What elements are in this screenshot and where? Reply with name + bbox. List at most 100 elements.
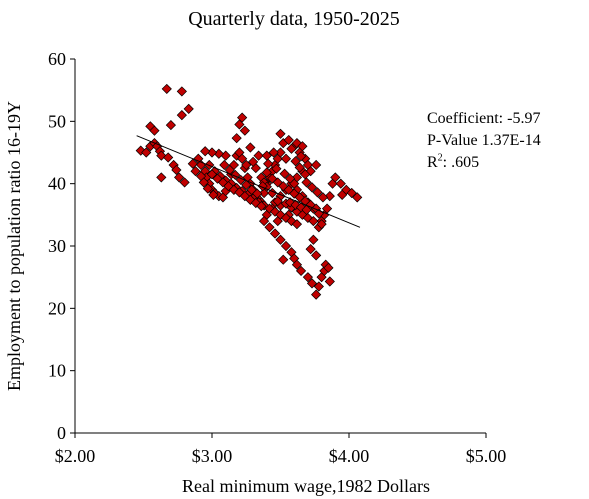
data-point: [295, 202, 307, 213]
data-point: [245, 142, 256, 153]
data-point: [165, 119, 176, 131]
data-point: [308, 234, 319, 245]
data-point: [284, 173, 296, 184]
data-point: [330, 172, 341, 183]
data-point: [291, 259, 303, 270]
data-point: [297, 141, 308, 152]
r-squared-text: R2: .605: [427, 152, 541, 174]
data-point: [280, 153, 292, 164]
data-point: [305, 244, 316, 255]
data-point: [248, 156, 259, 167]
data-point: [316, 219, 327, 230]
data-point: [352, 192, 363, 203]
data-point: [305, 166, 316, 177]
data-point: [272, 196, 283, 207]
data-point: [279, 168, 290, 179]
data-point: [306, 182, 318, 193]
data-point: [313, 281, 324, 292]
y-axis-ticks: 0 10 20 30 40 50 60: [48, 49, 75, 443]
trend-line: [136, 135, 361, 228]
r-squared-value: : .605: [442, 154, 480, 171]
data-point: [317, 192, 329, 203]
data-point: [198, 177, 209, 188]
data-point: [269, 228, 281, 239]
data-point: [202, 183, 213, 194]
data-point: [291, 219, 303, 230]
data-point: [183, 103, 194, 114]
data-point: [301, 204, 312, 215]
data-point: [306, 278, 318, 289]
data-point: [231, 133, 242, 144]
data-point: [290, 156, 301, 167]
data-point: [286, 143, 297, 154]
data-point: [171, 164, 182, 176]
y-tick-label: 10: [48, 361, 66, 381]
data-point: [278, 254, 289, 265]
data-point: [141, 147, 152, 158]
data-point: [280, 240, 292, 252]
data-point: [302, 272, 313, 283]
data-point: [263, 158, 274, 169]
r-squared-label: R: [427, 154, 438, 171]
data-point: [163, 152, 174, 163]
data-point: [258, 215, 270, 227]
x-axis-label: Real minimum wage,1982 Dollars: [182, 476, 430, 496]
data-point: [179, 177, 190, 188]
data-point: [275, 234, 286, 245]
data-point: [252, 188, 263, 199]
data-point: [250, 197, 261, 209]
x-tick-label: $3.00: [192, 446, 233, 466]
data-point: [206, 169, 218, 180]
y-tick-label: 60: [48, 49, 66, 69]
y-tick-label: 0: [57, 423, 66, 443]
data-point: [284, 197, 296, 208]
data-point: [275, 147, 286, 158]
data-point: [264, 203, 275, 214]
data-point: [323, 262, 334, 273]
data-point: [241, 159, 252, 171]
data-point: [208, 189, 219, 200]
data-point: [271, 163, 282, 174]
data-point: [161, 83, 172, 95]
data-point: [283, 134, 294, 146]
data-point: [324, 191, 335, 202]
y-tick-label: 50: [48, 111, 66, 131]
data-point: [286, 215, 297, 227]
chart-title: Quarterly data, 1950-2025: [188, 8, 400, 30]
data-point: [295, 265, 307, 277]
data-point: [300, 196, 311, 207]
data-point: [311, 159, 322, 171]
data-point: [312, 187, 323, 198]
data-point: [200, 146, 211, 157]
data-point: [190, 166, 201, 177]
x-tick-label: $4.00: [329, 446, 370, 466]
data-point: [268, 147, 279, 158]
data-point: [278, 181, 289, 192]
data-point: [311, 250, 322, 261]
data-point: [283, 184, 294, 195]
data-point: [224, 164, 235, 176]
data-point: [264, 222, 275, 233]
data-point: [237, 153, 248, 164]
data-point: [174, 172, 185, 183]
data-point: [294, 162, 305, 173]
data-point: [256, 201, 267, 212]
y-tick-label: 40: [48, 174, 66, 194]
data-point: [308, 215, 319, 227]
data-point: [239, 125, 250, 136]
data-point: [269, 206, 281, 217]
data-point: [267, 173, 278, 184]
data-point: [261, 167, 272, 178]
data-point: [253, 150, 264, 161]
data-point: [321, 203, 333, 214]
data-point: [267, 187, 278, 199]
data-points: [135, 83, 363, 300]
data-point: [246, 184, 257, 195]
coefficient-text: Coefficient: -5.97: [427, 110, 541, 127]
data-point: [237, 112, 248, 123]
y-tick-label: 30: [48, 236, 66, 256]
data-point: [275, 128, 286, 139]
data-point: [302, 212, 313, 224]
y-axis-label: Employment to population ratio 16-19Y: [4, 101, 24, 391]
